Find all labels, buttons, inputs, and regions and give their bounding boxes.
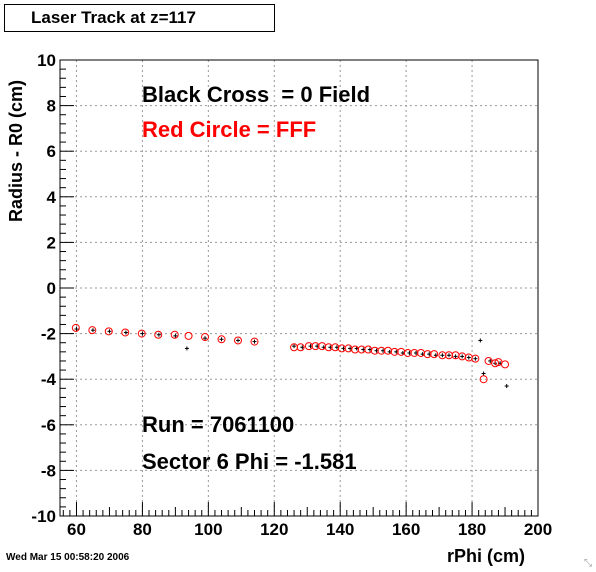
- resize-grip-icon[interactable]: ⤡: [584, 558, 592, 569]
- run-number-label: Run = 7061100: [142, 412, 294, 437]
- y-tick-label: -6: [41, 416, 56, 435]
- x-tick-label: 120: [260, 520, 288, 539]
- black-cross-point: [453, 354, 458, 359]
- black-cross-point: [466, 355, 471, 360]
- timestamp: Wed Mar 15 00:58:20 2006: [6, 552, 130, 563]
- red-circle-point: [154, 330, 163, 339]
- x-axis-label: rPhi (cm): [447, 546, 526, 566]
- annotation-layer: Black Cross = 0 Field Red Circle = FFF Run…: [142, 82, 370, 474]
- red-circle-point: [234, 336, 243, 345]
- black-cross-point: [300, 345, 305, 350]
- red-circle-point: [351, 345, 360, 354]
- red-circle-point: [384, 346, 393, 355]
- black-cross-point: [156, 332, 161, 337]
- red-circle-point: [121, 328, 130, 337]
- red-circle-point: [201, 333, 210, 342]
- black-cross-point: [488, 358, 493, 363]
- red-circle-point: [184, 331, 193, 340]
- y-tick-label: 2: [47, 233, 56, 252]
- red-circle-point: [491, 359, 500, 368]
- chart-title: Laser Track at z=117: [4, 4, 275, 32]
- y-tick-label: 10: [37, 51, 56, 70]
- black-cross-point: [74, 327, 79, 332]
- black-cross-point: [481, 371, 486, 376]
- black-cross-point: [236, 338, 241, 343]
- red-circle-point: [471, 354, 480, 363]
- y-tick-label: -8: [41, 461, 56, 480]
- x-tick-label: 100: [194, 520, 222, 539]
- red-circle-point: [430, 350, 439, 359]
- red-circle-point: [250, 337, 259, 346]
- y-tick-label: 8: [47, 97, 56, 116]
- red-circle-point: [137, 329, 146, 338]
- y-tick-label: 0: [47, 279, 56, 298]
- x-tick-label: 200: [524, 520, 552, 539]
- series-layer: [71, 323, 510, 389]
- black-cross-point: [203, 336, 208, 341]
- red-circle-point: [170, 330, 179, 339]
- y-axis-label: Radius - R0 (cm): [6, 79, 26, 222]
- black-cross-point: [173, 333, 178, 338]
- grid-layer: [60, 60, 538, 516]
- y-tick-label: 6: [47, 142, 56, 161]
- y-tick-label: -10: [31, 507, 56, 526]
- red-circle-point: [104, 327, 113, 336]
- sector-phi-label: Sector 6 Phi = -1.581: [142, 449, 357, 474]
- black-cross-point: [107, 329, 112, 334]
- x-tick-label: 60: [67, 520, 86, 539]
- legend-red-circle: Red Circle = FFF: [142, 117, 316, 142]
- legend-black-cross: Black Cross = 0 Field: [142, 82, 370, 107]
- red-circle-point: [397, 347, 406, 356]
- red-circle-point: [217, 335, 226, 344]
- x-tick-label: 180: [458, 520, 486, 539]
- black-cross-point: [292, 344, 297, 349]
- black-cross-point: [478, 338, 483, 343]
- black-cross-point: [140, 331, 145, 336]
- y-tick-label: -4: [41, 370, 57, 389]
- red-circle-point: [479, 375, 488, 384]
- x-tick-label: 160: [392, 520, 420, 539]
- y-tick-label: -2: [41, 325, 56, 344]
- black-cross-point: [460, 354, 465, 359]
- red-circle-point: [318, 342, 327, 351]
- y-tick-label: 4: [47, 188, 57, 207]
- black-cross-point: [90, 328, 95, 333]
- red-circle-point: [71, 323, 80, 332]
- black-cross-point: [219, 337, 224, 342]
- black-cross-point: [440, 353, 445, 358]
- red-circle-point: [88, 326, 97, 335]
- black-cross-point: [446, 353, 451, 358]
- x-tick-label: 140: [326, 520, 354, 539]
- black-cross-point: [252, 339, 257, 344]
- red-circle-point: [416, 348, 425, 357]
- black-cross-point: [184, 346, 189, 351]
- red-circle-point: [501, 360, 510, 369]
- red-circle-point: [296, 343, 305, 352]
- x-tick-label: 80: [133, 520, 152, 539]
- black-cross-point: [504, 384, 509, 389]
- black-cross-point: [473, 356, 478, 361]
- axes-layer: 60 80 100 120 140 160 180 200 10 8 6 4 2 0 -2 -4 -6 -8 -10: [31, 51, 552, 539]
- black-cross-point: [123, 330, 128, 335]
